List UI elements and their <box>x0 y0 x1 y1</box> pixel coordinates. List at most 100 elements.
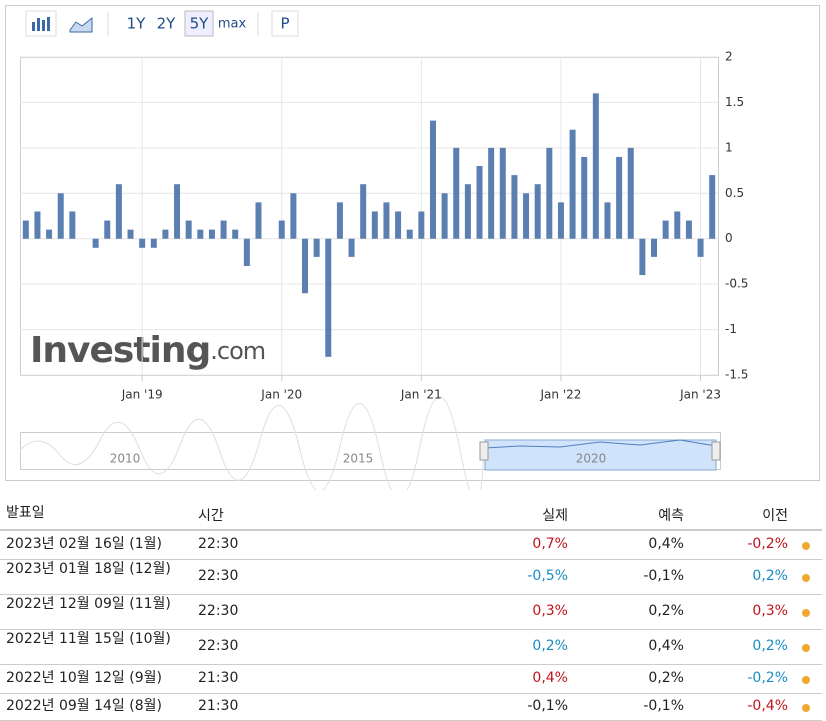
header-cell: 시간 <box>198 508 224 524</box>
navigator-label: 2020 <box>576 452 607 466</box>
status-dot <box>802 574 810 582</box>
bar <box>313 238 320 257</box>
bar <box>546 147 553 239</box>
bar <box>174 184 181 239</box>
active-range-frame <box>184 10 214 37</box>
bar <box>360 184 367 239</box>
watermark-suffix: .com <box>210 337 265 365</box>
bar <box>581 156 588 239</box>
date-cell: 2022년 09월 14일 (8월) <box>6 698 162 714</box>
actual-cell: -0,5% <box>527 568 568 584</box>
navigator-handle[interactable] <box>479 441 489 461</box>
navigator-selected-line <box>484 439 717 449</box>
table-row: 2022년 10월 12일 (9월) 21:30 0,4% 0,2% -0,2% <box>0 665 822 694</box>
range-button[interactable]: max <box>218 17 247 32</box>
bar <box>418 211 425 239</box>
bar <box>557 202 564 239</box>
header-cell: 예측 <box>658 508 684 524</box>
bar <box>592 93 599 239</box>
navigator-line <box>19 396 485 490</box>
icon <box>42 20 45 31</box>
bar <box>523 193 530 239</box>
time-cell: 22:30 <box>198 568 239 584</box>
bar <box>371 211 378 239</box>
bar <box>697 238 704 257</box>
chart: P Investing.com 1Y 2Y 5Y max -1.5 -1 -0.5 0 0.5 1… <box>5 5 820 490</box>
bar <box>534 184 541 239</box>
bar <box>476 166 483 239</box>
x-tick-label: Jan '22 <box>540 388 582 402</box>
date-cell: 2023년 01월 18일 (12월) <box>6 561 171 577</box>
y-tick-label: 1 <box>725 140 733 154</box>
table: 발표일 시간 실제 예측 이전 2023년 02월 16일 (1월) 22:30 0,7% 0,… <box>0 498 822 721</box>
bar <box>569 129 576 239</box>
forecast-cell: 0,4% <box>648 638 684 654</box>
bar <box>348 238 355 257</box>
bar <box>383 202 390 239</box>
actual-cell: 0,4% <box>532 670 568 686</box>
bar <box>162 229 169 239</box>
range-button[interactable]: 2Y <box>157 15 177 33</box>
navigator-label: 2015 <box>343 452 374 466</box>
bar <box>127 229 134 239</box>
y-tick-label: 1.5 <box>725 95 744 109</box>
icon <box>37 18 40 31</box>
bar <box>325 238 332 357</box>
previous-cell: 0,2% <box>752 568 788 584</box>
bar <box>627 147 634 239</box>
actual-cell: -0,1% <box>527 698 568 714</box>
bar <box>674 211 681 239</box>
range-button[interactable]: 5Y <box>190 15 210 33</box>
bar <box>232 229 239 239</box>
bar <box>429 120 436 239</box>
time-cell: 22:30 <box>198 638 239 654</box>
bar <box>499 147 506 239</box>
bar <box>709 175 716 239</box>
date-cell: 2022년 12월 09일 (11월) <box>6 596 171 612</box>
actual-cell: 0,2% <box>532 638 568 654</box>
bar <box>616 156 623 239</box>
area-chart-button[interactable] <box>69 16 93 33</box>
bar <box>406 229 413 239</box>
bar-chart-button[interactable] <box>25 10 57 37</box>
navigator-handle[interactable] <box>711 441 721 461</box>
navigator-label: 2010 <box>110 452 141 466</box>
table-row: 2023년 02월 16일 (1월) 22:30 0,7% 0,4% -0,2% <box>0 531 822 560</box>
previous-cell: -0,2% <box>747 536 788 552</box>
header-cell: 이전 <box>762 508 788 524</box>
forecast-cell: 0,2% <box>648 603 684 619</box>
header-row: 발표일 시간 실제 예측 이전 <box>0 498 822 531</box>
bar <box>34 211 41 239</box>
bar <box>243 238 250 266</box>
status-dot <box>802 542 810 550</box>
bar <box>639 238 646 276</box>
bar <box>488 147 495 239</box>
x-tick-label: Jan '21 <box>400 388 442 402</box>
p-button[interactable]: P <box>280 15 289 33</box>
time-cell: 22:30 <box>198 536 239 552</box>
y-tick-label: 2 <box>725 50 733 64</box>
range-button[interactable]: 1Y <box>127 15 147 33</box>
bar <box>185 220 192 239</box>
forecast-cell: -0,1% <box>643 568 684 584</box>
bar <box>336 202 343 239</box>
bar <box>104 220 111 239</box>
time-cell: 21:30 <box>198 698 239 714</box>
bar <box>453 147 460 239</box>
previous-cell: 0,3% <box>752 603 788 619</box>
y-tick-label: 0.5 <box>725 186 744 200</box>
icon <box>47 17 50 31</box>
status-dot <box>802 676 810 684</box>
navigator-selection[interactable] <box>484 439 717 471</box>
watermark: Investing.com <box>30 330 265 371</box>
forecast-cell: 0,2% <box>648 670 684 686</box>
bar <box>278 220 285 239</box>
bar <box>57 193 64 239</box>
x-tick-label: Jan '23 <box>679 388 721 402</box>
plot-frame <box>20 57 719 376</box>
p-button-frame[interactable] <box>271 10 299 37</box>
bar <box>208 229 215 239</box>
watermark-brand: Investing <box>30 330 210 371</box>
previous-cell: 0,2% <box>752 638 788 654</box>
